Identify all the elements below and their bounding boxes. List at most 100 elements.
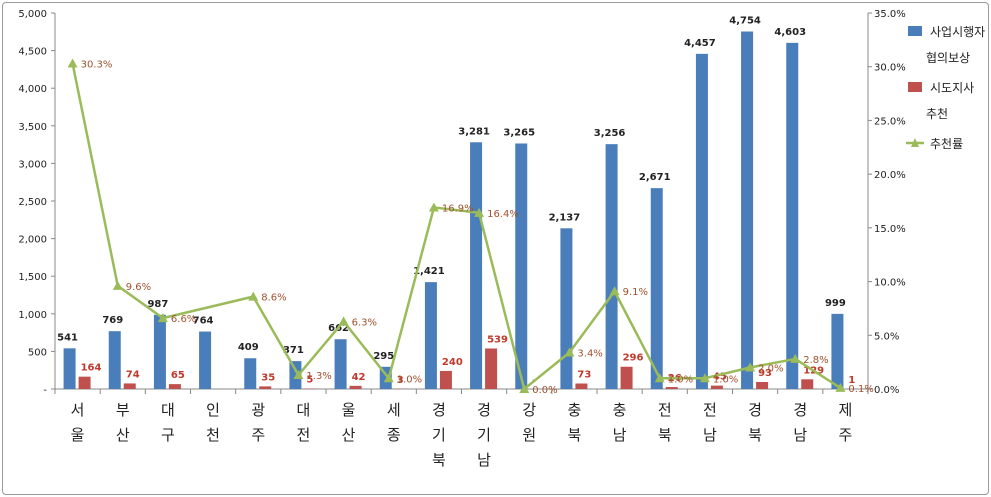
category-label: 경: [748, 401, 762, 419]
category-label: 제: [839, 401, 853, 419]
bar-series-2: [349, 385, 362, 389]
category-label: 남: [613, 426, 627, 444]
bar-series-1: [424, 282, 437, 389]
bar-series-1: [63, 348, 76, 389]
category-label: 구: [161, 426, 175, 444]
bar-series-2: [756, 382, 769, 389]
y-right-tick-label: 15.0%: [874, 224, 906, 235]
bar-series-1: [153, 314, 166, 389]
category-label: 북: [568, 426, 582, 444]
data-label-series-3: 8.6%: [261, 293, 286, 304]
data-label-series-2: 5: [306, 375, 313, 386]
category-label: 북: [658, 426, 672, 444]
marker-series-3: [745, 362, 756, 372]
marker-series-3: [67, 58, 78, 68]
data-label-series-2: 65: [171, 370, 185, 381]
data-label-series-1: 1,421: [413, 266, 445, 277]
y-left-tick-label: 4,500: [18, 47, 47, 58]
data-label-series-1: 764: [193, 316, 214, 327]
data-label-series-3: 16.9%: [442, 203, 474, 214]
category-label: 대: [161, 401, 175, 419]
marker-series-3: [383, 373, 394, 383]
data-label-series-1: 3,281: [458, 126, 490, 137]
y-left-tick-label: 1,500: [18, 272, 47, 283]
data-label-series-1: 295: [373, 351, 394, 362]
y-left-tick-label: 2,000: [18, 235, 47, 246]
marker-series-3: [790, 353, 801, 363]
data-label-series-2: 35: [261, 372, 275, 383]
category-label: 광: [251, 401, 265, 419]
bar-series-1: [515, 143, 528, 389]
y-left-tick-label: 500: [28, 347, 47, 358]
line-series-3: [71, 63, 842, 392]
bar-series-2: [620, 366, 633, 389]
legend-label: 추천: [926, 106, 948, 121]
y-right-tick-label: 20.0%: [874, 170, 906, 181]
data-label-series-1: 541: [57, 332, 78, 343]
bar-series-2: [485, 348, 498, 389]
data-label-series-1: 4,457: [684, 38, 716, 49]
category-label: 천: [206, 426, 220, 444]
data-label-series-3: 1.3%: [306, 371, 331, 382]
marker-series-3: [293, 370, 304, 380]
legend-marker: [911, 138, 919, 147]
data-label-series-3: 0.1%: [848, 384, 873, 395]
category-label: 강: [522, 401, 536, 419]
data-label-series-3: 9.6%: [126, 282, 151, 293]
bar-series-2: [801, 379, 814, 389]
y-left-tick-label: 3,500: [18, 122, 47, 133]
marker-series-3: [112, 280, 123, 290]
y-left-tick-label: 2,500: [18, 197, 47, 208]
category-label: 서: [71, 401, 85, 419]
category-label: 기: [477, 426, 491, 444]
legend-label: 협의보상: [926, 51, 970, 65]
data-label-series-2: 3: [397, 375, 404, 386]
bar-series-1: [244, 358, 257, 389]
y-left-tick-label: 3,000: [18, 159, 47, 170]
category-label: 산: [342, 426, 356, 444]
data-label-series-1: 4,754: [729, 15, 761, 26]
bar-series-1: [650, 188, 663, 389]
category-label: 인: [206, 401, 220, 419]
data-label-series-2: 73: [577, 370, 591, 381]
marker-series-3: [699, 373, 710, 383]
data-label-series-2: 240: [442, 357, 463, 368]
category-label: 울: [342, 401, 356, 419]
data-label-series-2: 296: [623, 353, 644, 364]
marker-series-3: [474, 207, 485, 217]
bar-series-1: [786, 42, 799, 389]
data-label-series-3: 1.0%: [713, 374, 738, 385]
data-label-series-2: 539: [487, 334, 508, 345]
legend-swatch: [908, 82, 922, 92]
marker-series-3: [428, 202, 439, 212]
y-right-tick-label: 5.0%: [874, 331, 899, 342]
bar-series-2: [575, 383, 588, 389]
category-label: 남: [477, 451, 491, 469]
category-label: 울: [71, 426, 85, 444]
data-label-series-1: 4,603: [774, 27, 806, 38]
category-label: 전: [658, 401, 672, 419]
category-label: 남: [703, 426, 717, 444]
data-label-series-3: 2.8%: [803, 355, 828, 366]
category-label: 전: [297, 426, 311, 444]
data-label-series-1: 987: [147, 299, 168, 310]
data-label-series-3: 6.3%: [352, 317, 377, 328]
data-label-series-3: 6.6%: [171, 314, 196, 325]
data-label-series-1: 769: [102, 315, 123, 326]
data-label-series-3: 1.0%: [668, 374, 693, 385]
bar-series-1: [741, 31, 754, 389]
data-label-series-3: 30.3%: [81, 59, 113, 70]
category-label: 경: [793, 401, 807, 419]
bar-series-2: [710, 385, 723, 389]
y-right-tick-label: 0.0%: [874, 385, 899, 396]
data-label-series-2: 45: [713, 372, 727, 383]
data-label-series-1: 371: [283, 345, 304, 356]
bar-series-1: [334, 339, 347, 389]
marker-series-3: [835, 382, 846, 392]
legend-swatch: [908, 26, 922, 36]
category-label: 경: [477, 401, 491, 419]
data-label-series-2: 74: [126, 369, 140, 380]
marker-series-3: [519, 384, 530, 393]
y-left-tick-label: -: [43, 385, 47, 396]
